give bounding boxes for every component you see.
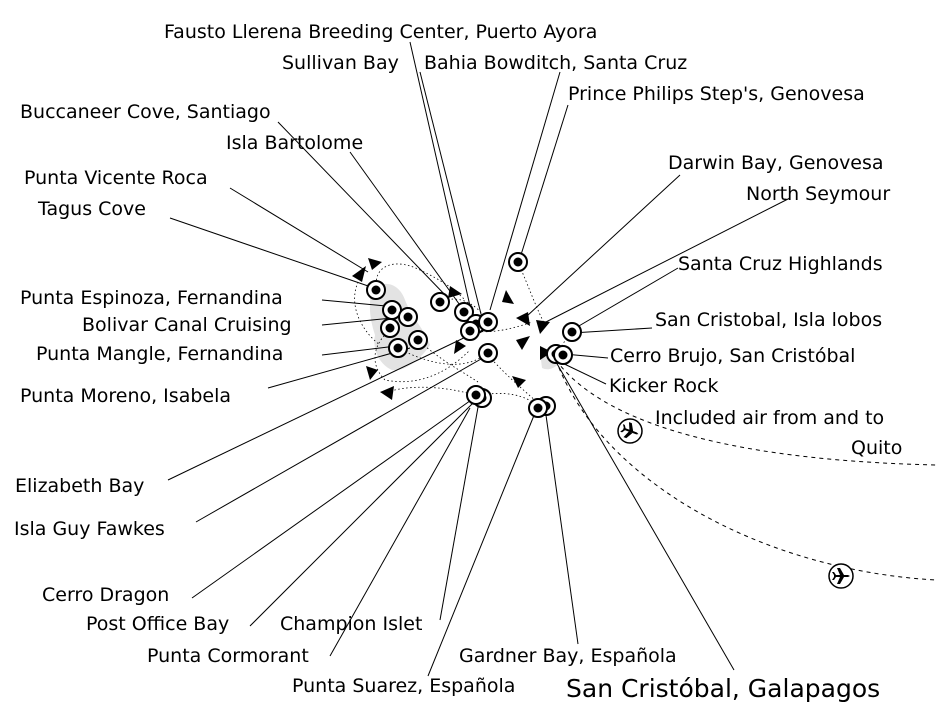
stop-marker-icon [388,338,408,358]
label-bahia-bowditch: Bahia Bowditch, Santa Cruz [424,52,687,74]
airplane-markers [617,418,854,589]
stop-markers [366,252,582,418]
stop-marker-icon [430,292,450,312]
label-santa-cruz-highlands: Santa Cruz Highlands [678,253,883,275]
label-north-seymour: North Seymour [746,183,890,205]
route-arrow-icon [380,386,394,400]
stop-marker-icon [553,345,573,365]
leader-lines [167,41,791,677]
flight-label-line2: Quito [851,437,902,459]
label-prince-philips-step: Prince Philips Step's, Genovesa [568,83,865,105]
label-buccaneer-cove: Buccaneer Cove, Santiago [20,101,271,123]
label-punta-moreno: Punta Moreno, Isabela [20,385,231,407]
stop-marker-icon [508,252,528,272]
label-punta-cormorant: Punta Cormorant [147,645,309,667]
stop-marker-icon [478,312,498,332]
airplane-icon [617,418,643,444]
stop-marker-icon [478,343,498,363]
stop-marker-icon [380,318,400,338]
flight-label: Included air from and to Quito [655,407,902,459]
label-elizabeth-bay: Elizabeth Bay [15,475,144,497]
route-arrows [352,258,552,400]
route-arrow-icon [536,320,550,334]
route-arrow-icon [540,346,552,360]
label-punta-vicente-roca: Punta Vicente Roca [24,167,208,189]
label-punta-espinoza: Punta Espinoza, Fernandina [20,287,283,309]
route-arrow-icon [502,290,514,304]
label-kicker-rock: Kicker Rock [609,375,718,397]
label-punta-suarez: Punta Suarez, Española [292,675,515,697]
stop-marker-icon [460,321,480,341]
route-arrow-icon [454,340,466,354]
destination-label: San Cristóbal, Galapagos [566,674,880,703]
route-arrow-icon [512,376,526,388]
label-cerro-brujo: Cerro Brujo, San Cristóbal [610,345,855,367]
stop-marker-icon [528,398,548,418]
label-san-cristobal-isla-lobos: San Cristobal, Isla lobos [655,309,882,331]
airplane-icon [828,563,854,589]
label-champion-islet: Champion Islet [280,613,422,635]
route-arrow-icon [516,312,530,326]
label-punta-mangle: Punta Mangle, Fernandina [36,343,283,365]
label-gardner-bay: Gardner Bay, Española [459,645,677,667]
stop-marker-icon [454,302,474,322]
route-arrow-icon [368,258,382,270]
route-arrow-icon [366,366,378,380]
stop-labels: Fausto Llerena Breeding Center, Puerto A… [14,21,890,697]
label-isla-guy-fawkes: Isla Guy Fawkes [14,518,165,540]
label-tagus-cove: Tagus Cove [37,198,146,220]
stop-marker-icon [366,280,386,300]
label-sullivan-bay: Sullivan Bay [282,52,399,74]
label-cerro-dragon: Cerro Dragon [42,584,169,606]
stop-marker-icon [466,385,486,405]
label-isla-bartolome: Isla Bartolome [226,132,363,154]
stop-marker-icon [408,330,428,350]
label-fausto-llerena: Fausto Llerena Breeding Center, Puerto A… [164,21,597,43]
label-post-office-bay: Post Office Bay [86,613,229,635]
route-arrow-icon [516,336,530,350]
stop-marker-icon [562,322,582,342]
flight-label-line1: Included air from and to [655,407,884,429]
stop-marker-icon [398,307,418,327]
flight-paths [555,359,936,581]
route-arrow-icon [448,286,462,298]
label-bolivar-canal: Bolivar Canal Cruising [82,314,292,336]
label-darwin-bay: Darwin Bay, Genovesa [668,152,884,174]
route-arrow-icon [352,266,366,282]
